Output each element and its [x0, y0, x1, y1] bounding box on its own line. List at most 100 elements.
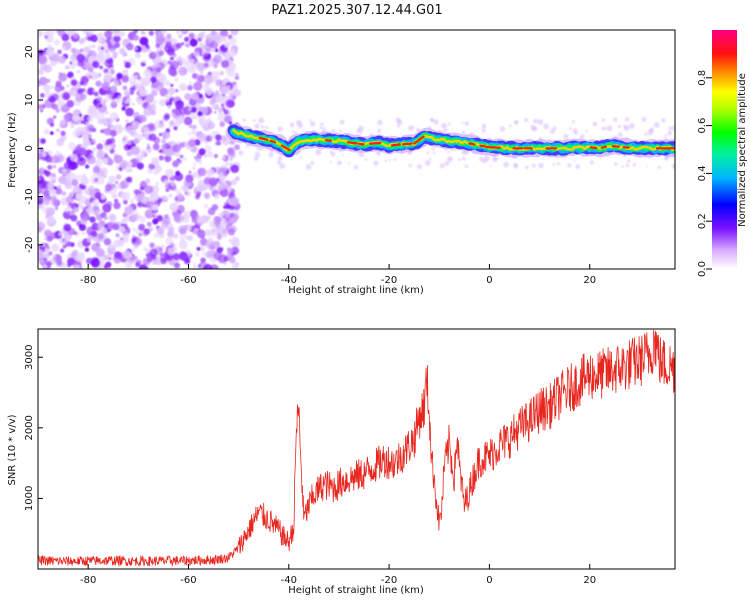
ridge-peak [600, 145, 607, 149]
noise-blob [198, 133, 208, 143]
noise-blob [154, 119, 164, 129]
noise-blob [213, 104, 220, 111]
noise-blob [187, 63, 197, 73]
snr-y-label: SNR (10 * v/v) [7, 414, 18, 485]
noise-blob [185, 174, 194, 183]
noise-blob [121, 75, 129, 83]
noise-blob [115, 233, 120, 238]
noise-blob [573, 159, 576, 162]
noise-blob [192, 262, 196, 266]
noise-blob [204, 62, 209, 68]
noise-blob [207, 151, 214, 158]
noise-blob [223, 109, 229, 115]
noise-blob [85, 121, 91, 126]
noise-blob [162, 216, 171, 225]
noise-blob [49, 96, 57, 103]
noise-blob [138, 77, 145, 84]
noise-blob [58, 232, 63, 236]
noise-blob [641, 117, 647, 122]
noise-blob [373, 160, 379, 166]
noise-blob [146, 256, 153, 263]
noise-blob [120, 159, 129, 168]
noise-blob [447, 156, 453, 163]
noise-blob [206, 168, 215, 177]
noise-blob [101, 82, 110, 91]
noise-blob [664, 134, 668, 138]
noise-blob [179, 142, 185, 148]
noise-blob [77, 88, 84, 95]
noise-blob [533, 118, 538, 124]
noise-blob [176, 193, 184, 201]
noise-blob [38, 169, 43, 175]
ridge-peak [346, 141, 358, 145]
snr-x-tick-label: -40 [281, 575, 297, 586]
noise-blob [154, 81, 164, 91]
noise-blob [131, 227, 136, 232]
noise-blob [178, 34, 183, 39]
noise-blob [95, 233, 105, 243]
noise-blob [72, 114, 80, 123]
noise-blob [64, 181, 73, 190]
noise-blob [179, 83, 188, 92]
noise-blob [108, 175, 116, 184]
noise-blob [60, 248, 65, 253]
noise-blob [525, 165, 529, 170]
noise-blob [38, 49, 45, 56]
noise-blob [171, 64, 176, 68]
noise-blob [213, 54, 223, 64]
noise-blob [54, 39, 60, 46]
noise-blob [50, 195, 57, 202]
noise-blob [213, 241, 220, 248]
noise-blob [429, 117, 434, 122]
noise-blob [46, 117, 54, 126]
noise-blob [221, 225, 225, 229]
noise-blob [213, 252, 223, 261]
noise-blob [101, 117, 111, 127]
spectrogram-y-label: Frequency (Hz) [7, 112, 18, 188]
noise-blob [426, 151, 430, 155]
noise-blob [556, 162, 560, 166]
spectrogram-y-tick-label: 0 [24, 145, 35, 151]
noise-blob [342, 154, 345, 157]
spectrogram-x-axis: -80 -60 -40 -20 0 20 [80, 264, 596, 286]
noise-blob [170, 56, 174, 61]
noise-blob [96, 33, 103, 39]
noise-blob [38, 55, 47, 65]
noise-blob [38, 186, 43, 195]
noise-blob [543, 123, 549, 130]
colorbar-tick-label: 0.4 [697, 165, 708, 181]
noise-blob [129, 90, 135, 95]
noise-blob [57, 99, 65, 108]
noise-blob [64, 207, 70, 213]
noise-blob [146, 147, 152, 154]
noise-blob [339, 129, 342, 133]
noise-blob [209, 123, 215, 128]
noise-blob [125, 119, 130, 124]
noise-blob [538, 162, 544, 169]
noise-blob [213, 110, 217, 114]
noise-blob [64, 173, 71, 180]
noise-blob [161, 144, 167, 150]
noise-blob [153, 233, 159, 238]
noise-blob [217, 183, 226, 191]
noise-blob [432, 151, 436, 155]
noise-blob [175, 89, 179, 93]
noise-blob [168, 87, 176, 95]
noise-blob [103, 238, 112, 246]
noise-blob [58, 154, 66, 162]
noise-blob [48, 173, 57, 182]
noise-blob [167, 105, 172, 109]
snr-x-tick-label: 0 [486, 575, 492, 586]
noise-blob [100, 195, 106, 200]
noise-blob [613, 117, 618, 122]
noise-blob [657, 165, 661, 170]
spectrogram-x-tick-label: 0 [486, 275, 492, 286]
noise-blob [632, 163, 637, 167]
noise-blob [188, 170, 192, 174]
noise-blob [235, 72, 239, 77]
noise-blob [310, 161, 315, 166]
noise-blob [156, 33, 166, 43]
noise-blob [179, 251, 188, 261]
noise-blob [113, 35, 121, 43]
noise-blob [358, 151, 365, 158]
